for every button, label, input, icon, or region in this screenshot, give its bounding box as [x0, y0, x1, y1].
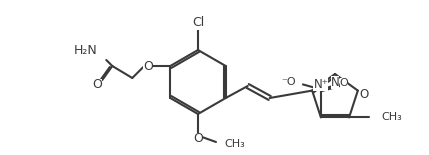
Text: O: O	[339, 78, 348, 88]
Text: N: N	[331, 75, 339, 89]
Text: N⁺: N⁺	[314, 78, 328, 91]
Text: O: O	[193, 133, 203, 146]
Text: Cl: Cl	[192, 16, 204, 29]
Text: CH₃: CH₃	[224, 139, 245, 149]
Text: O: O	[92, 78, 102, 91]
Text: CH₃: CH₃	[381, 112, 402, 122]
Text: ⁻O: ⁻O	[281, 77, 296, 87]
Text: O: O	[143, 60, 153, 73]
Text: H₂N: H₂N	[73, 44, 97, 58]
Text: O: O	[359, 88, 369, 101]
